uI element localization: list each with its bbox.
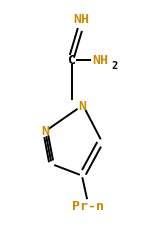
Text: N: N: [78, 100, 86, 113]
Text: N: N: [41, 125, 49, 138]
Text: NH: NH: [74, 13, 89, 26]
Text: 2: 2: [111, 61, 117, 71]
Text: C: C: [68, 54, 76, 66]
Text: Pr-n: Pr-n: [72, 200, 104, 213]
Text: NH: NH: [92, 54, 108, 66]
